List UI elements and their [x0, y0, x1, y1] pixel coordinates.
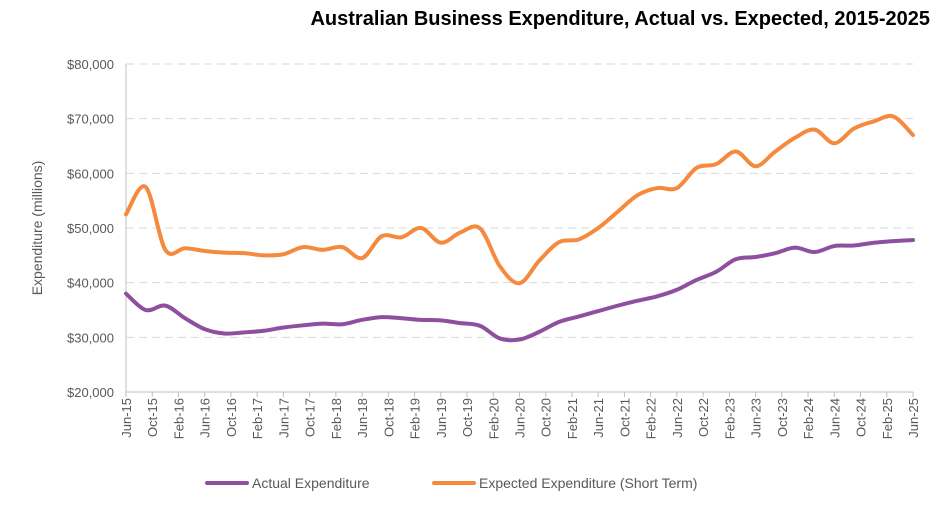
x-tick-label: Jun-20: [513, 398, 528, 438]
legend-label-expected: Expected Expenditure (Short Term): [479, 475, 697, 491]
x-tick-label: Oct-16: [224, 398, 239, 437]
x-tick-label: Jun-19: [434, 398, 449, 438]
x-tick-label: Feb-25: [880, 398, 895, 439]
gridlines: [126, 63, 913, 338]
y-tick-label: $40,000: [67, 276, 114, 291]
x-tick-label: Feb-21: [565, 398, 580, 439]
series-line-expected: [124, 113, 915, 286]
series-lines: [124, 113, 915, 343]
x-tick-label: Feb-18: [329, 398, 344, 439]
y-axis-label: Expenditure (millions): [29, 161, 45, 296]
x-tick-label: Oct-17: [303, 398, 318, 437]
x-tick-label: Oct-19: [460, 398, 475, 437]
x-tick-label: Feb-24: [801, 398, 816, 439]
x-tick-label: Feb-22: [644, 398, 659, 439]
axes: [125, 64, 914, 397]
y-tick-label: $80,000: [67, 57, 114, 72]
series-line-actual: [124, 238, 915, 343]
legend-label-actual: Actual Expenditure: [252, 475, 370, 491]
x-tick-label: Oct-23: [775, 398, 790, 437]
x-tick-label: Oct-20: [539, 398, 554, 437]
y-tick-label: $30,000: [67, 330, 114, 345]
x-tick-label: Jun-15: [119, 398, 134, 438]
y-tick-label: $50,000: [67, 221, 114, 236]
legend: Actual Expenditure Expected Expenditure …: [205, 475, 697, 491]
x-tick-label: Feb-17: [250, 398, 265, 439]
x-tick-label: Jun-23: [749, 398, 764, 438]
x-tick-label: Jun-22: [670, 398, 685, 438]
y-tick-label: $60,000: [67, 166, 114, 181]
x-tick-label: Oct-18: [381, 398, 396, 437]
x-tick-label: Feb-20: [486, 398, 501, 439]
x-tick-label: Feb-23: [722, 398, 737, 439]
y-tick-labels: $20,000 $30,000 $40,000 $50,000 $60,000 $70,0…: [67, 57, 114, 400]
chart-title: Australian Business Expenditure, Actual …: [310, 8, 930, 30]
y-tick-label: $70,000: [67, 112, 114, 127]
x-tick-label: Oct-24: [854, 398, 869, 437]
x-tick-label: Jun-18: [355, 398, 370, 438]
x-tick-label: Jun-16: [198, 398, 213, 438]
x-tick-label: Feb-16: [171, 398, 186, 439]
x-tick-label: Oct-21: [617, 398, 632, 437]
x-tick-label: Jun-24: [827, 398, 842, 438]
x-tick-label: Feb-19: [408, 398, 423, 439]
x-tick-label: Jun-17: [276, 398, 291, 438]
x-tick-label: Oct-22: [696, 398, 711, 437]
x-tick-label: Oct-15: [145, 398, 160, 437]
x-tick-label: Jun-25: [906, 398, 921, 438]
x-tick-labels: Jun-15 Oct-15 Feb-16 Jun-16 Oct-16 Feb-17 Jun-…: [119, 398, 921, 439]
x-tick-label: Jun-21: [591, 398, 606, 438]
y-tick-label: $20,000: [67, 385, 114, 400]
